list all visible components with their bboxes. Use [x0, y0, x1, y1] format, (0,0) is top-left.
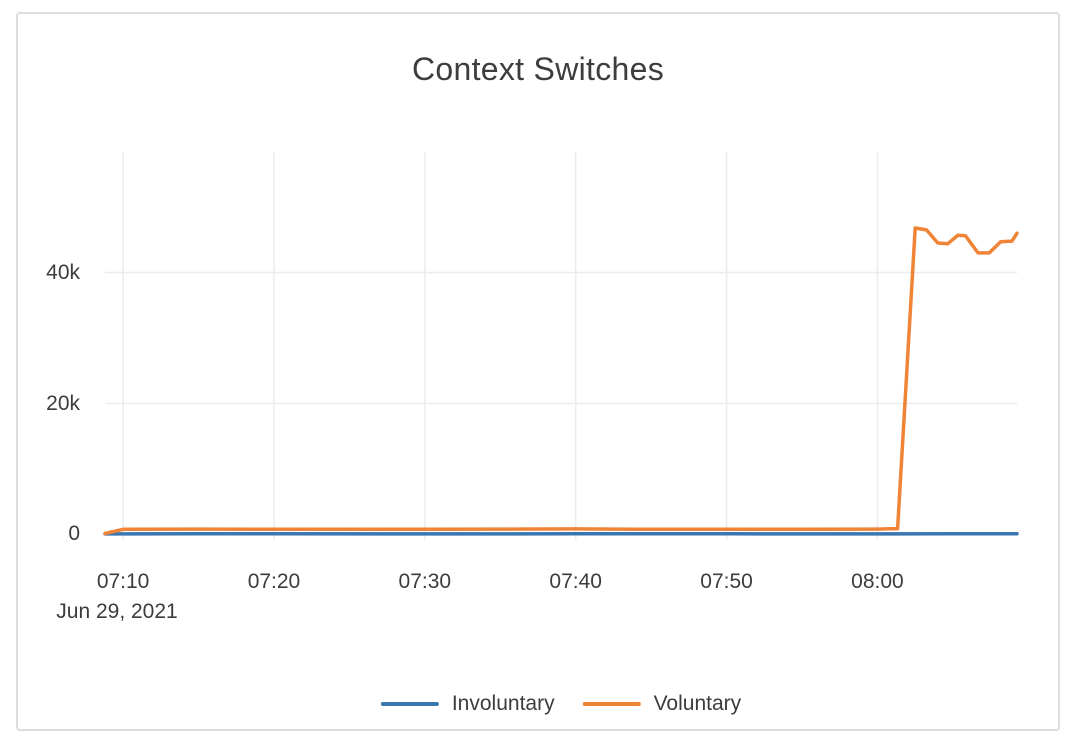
x-axis-date-label: Jun 29, 2021	[56, 600, 178, 623]
x-tick-label: 07:30	[398, 570, 452, 593]
legend-item-involuntary[interactable]: Involuntary	[380, 691, 555, 716]
y-tick-label: 0	[68, 522, 80, 546]
legend-swatch-voluntary	[582, 701, 641, 706]
legend-swatch-involuntary	[380, 701, 439, 706]
x-tick-label: 07:50	[700, 570, 753, 593]
legend-label: Voluntary	[653, 692, 742, 715]
series-line-voluntary	[103, 226, 1019, 536]
x-tick-label: 07:20	[247, 570, 301, 593]
chart-title: Context Switches	[411, 51, 665, 87]
x-tick-label: 07:40	[549, 570, 602, 593]
chart-card	[16, 12, 1060, 731]
y-tick-label: 40k	[46, 260, 80, 284]
x-tick-label: 08:00	[851, 570, 904, 593]
y-tick-label: 20k	[46, 391, 80, 415]
x-tick-label: 07:10	[96, 570, 150, 593]
legend-label: Involuntary	[451, 692, 555, 715]
legend: Involuntary Voluntary	[380, 691, 742, 716]
legend-item-voluntary[interactable]: Voluntary	[582, 691, 742, 716]
